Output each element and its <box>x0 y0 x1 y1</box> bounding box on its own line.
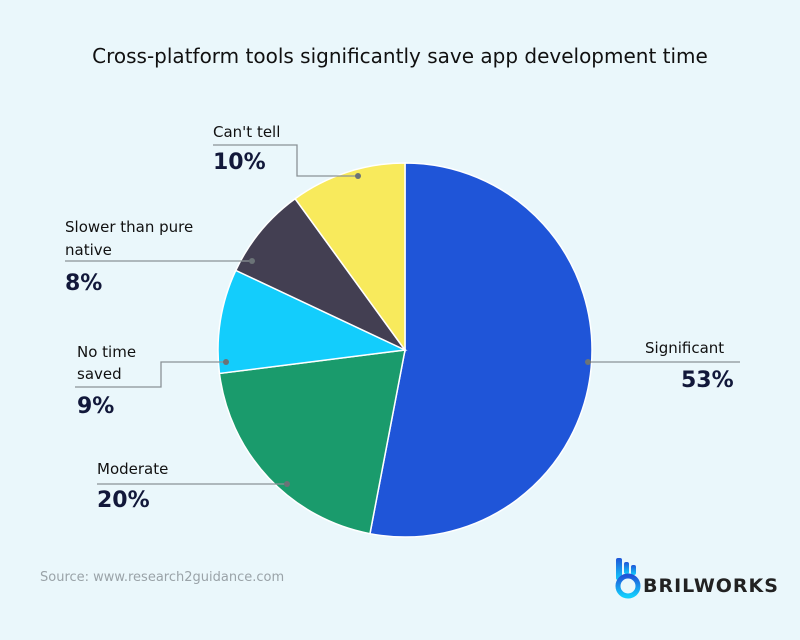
source-note: Source: www.research2guidance.com <box>40 570 285 585</box>
pie-slice-slower-than-pure-native <box>234 197 406 351</box>
brilworks-logo <box>615 558 641 599</box>
leader-dot <box>355 173 361 179</box>
leader-dot <box>585 359 591 365</box>
label-moderate: Moderate <box>97 460 169 478</box>
leader-dot <box>284 481 290 487</box>
chart-title: Cross-platform tools significantly save … <box>92 44 708 68</box>
label-no-time-saved-1: No time <box>77 343 137 361</box>
leader-line-cant-tell <box>213 144 358 177</box>
value-significant: 53% <box>681 368 734 393</box>
label-significant: Significant <box>645 339 725 357</box>
value-slower: 8% <box>65 271 103 296</box>
label-cant-tell: Can't tell <box>213 123 281 141</box>
label-slower-2: native <box>65 241 112 259</box>
pie-slice-can-t-tell <box>294 162 406 353</box>
pie-slice-no-time-saved <box>217 269 408 375</box>
leader-dot <box>249 258 255 264</box>
leader-dot <box>223 359 229 365</box>
leader-lines <box>65 144 740 485</box>
logo-text: BRILWORKS <box>643 575 779 597</box>
value-cant-tell: 10% <box>213 150 266 175</box>
pie-slice-significant <box>369 162 593 538</box>
leader-line-no-time-saved <box>75 361 226 388</box>
value-no-time-saved: 9% <box>77 394 115 419</box>
value-moderate: 20% <box>97 488 150 513</box>
label-no-time-saved-2: saved <box>77 365 122 383</box>
pie-slice-moderate <box>218 349 406 535</box>
label-slower-1: Slower than pure <box>65 218 194 236</box>
